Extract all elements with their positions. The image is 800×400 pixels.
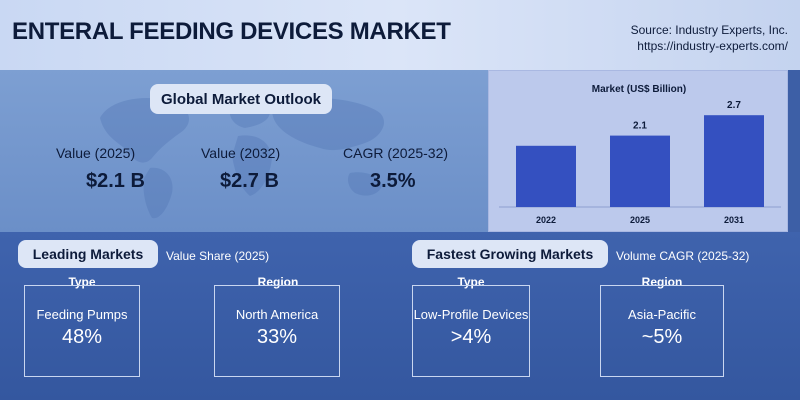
markets-section: Leading Markets Value Share (2025) Type … (0, 232, 800, 400)
metric-value-2025: $2.1 B (86, 170, 145, 192)
card-value-leading-type: 48% (61, 326, 103, 348)
card-label-leading-type: Feeding Pumps (36, 307, 128, 322)
metric-label-value-2025: Value (2025) (56, 145, 136, 161)
fastest-growing-pill: Fastest Growing Markets (412, 240, 608, 268)
bar-value-label-2025: 2.1 (633, 121, 647, 132)
header-banner: ENTERAL FEEDING DEVICES MARKET Source: I… (0, 0, 800, 70)
card-value-leading-region: 33% (256, 326, 298, 348)
card-value-fastest-region: ~5% (641, 326, 683, 348)
card-label-fastest-region: Asia-Pacific (628, 307, 696, 322)
outlook-title-pill: Global Market Outlook (150, 84, 332, 114)
fastest-growing-note: Volume CAGR (2025-32) (616, 249, 750, 263)
chart-title: Market (US$ Billion) (592, 84, 686, 95)
card-label-fastest-type: Low-Profile Devices (413, 307, 529, 322)
bar-2025 (610, 135, 670, 207)
source-name: Source: Industry Experts, Inc. (630, 23, 788, 37)
page-title: ENTERAL FEEDING DEVICES MARKET (12, 18, 451, 45)
metric-label-cagr: CAGR (2025-32) (343, 145, 449, 161)
market-chart-box: Market (US$ Billion) 2022 2.1 2025 2.7 2031 (488, 70, 788, 232)
bar-value-label-2031: 2.7 (727, 100, 741, 111)
x-tick-label-2031: 2031 (724, 215, 744, 225)
card-fastest-type: Low-Profile Devices >4% (412, 285, 530, 377)
metric-value-2032: $2.7 B (220, 170, 279, 192)
world-map-icon (100, 97, 385, 219)
card-label-leading-region: North America (235, 307, 319, 322)
card-leading-region: North America 33% (214, 285, 340, 377)
global-outlook-panel: Global Market Outlook Value (2025) $2.1 … (0, 70, 488, 232)
leading-markets-pill: Leading Markets (18, 240, 158, 268)
card-fastest-region: Asia-Pacific ~5% (600, 285, 724, 377)
card-leading-type: Feeding Pumps 48% (24, 285, 140, 377)
x-tick-label-2025: 2025 (630, 215, 650, 225)
market-chart-panel: Market (US$ Billion) 2022 2.1 2025 2.7 2031 (488, 70, 800, 232)
market-bar-chart: Market (US$ Billion) 2022 2.1 2025 2.7 2031 (499, 84, 781, 225)
bar-2031 (704, 115, 764, 207)
metric-value-cagr: 3.5% (370, 170, 416, 192)
metric-label-value-2032: Value (2032) (201, 145, 281, 161)
source-credit: Source: Industry Experts, Inc. https://i… (631, 22, 788, 54)
bar-2022 (516, 145, 576, 207)
x-tick-label-2022: 2022 (536, 215, 556, 225)
card-value-fastest-type: >4% (450, 326, 492, 348)
leading-markets-note: Value Share (2025) (166, 249, 270, 263)
source-url: https://industry-experts.com/ (637, 39, 788, 53)
